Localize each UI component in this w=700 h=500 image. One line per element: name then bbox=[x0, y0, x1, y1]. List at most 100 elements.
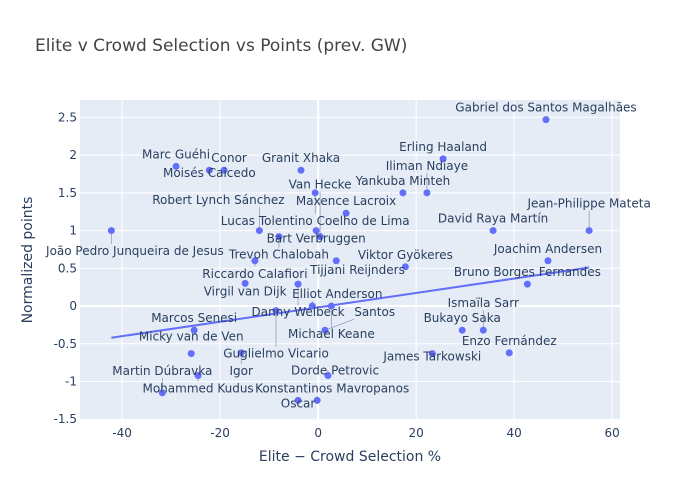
point-label: Riccardo Calafiori bbox=[202, 267, 307, 281]
point-label: Erling Haaland bbox=[399, 140, 487, 154]
data-point bbox=[544, 257, 552, 265]
data-point bbox=[190, 326, 198, 334]
point-label: João Pedro Junqueira de Jesus bbox=[45, 244, 224, 258]
data-point bbox=[297, 166, 305, 174]
data-point bbox=[311, 189, 319, 197]
data-point bbox=[423, 189, 431, 197]
x-tick-label: 40 bbox=[507, 426, 522, 440]
point-label: Konstantinos Mavropanos bbox=[255, 381, 409, 395]
point-label: Gabriel dos Santos Magalhães bbox=[455, 101, 636, 115]
point-label: Guglielmo Vicario bbox=[223, 347, 329, 361]
points-group: Gabriel dos Santos Magalhães Erling Haala… bbox=[45, 101, 651, 411]
y-tick-label: -0.5 bbox=[54, 337, 77, 351]
data-point bbox=[523, 280, 531, 288]
point-label: Mohammed Kudus bbox=[142, 381, 253, 395]
data-point bbox=[294, 396, 302, 404]
point-label: Iliman Ndiaye bbox=[386, 159, 468, 173]
data-point bbox=[158, 389, 166, 397]
point-label: David Raya Martín bbox=[438, 212, 548, 226]
point-label: Bruno Borges Fernandes bbox=[454, 265, 601, 279]
point-label: Ismaïla Sarr bbox=[448, 296, 519, 310]
point-label: Jean-Philippe Mateta bbox=[526, 197, 650, 211]
x-axis-label: Elite − Crowd Selection % bbox=[259, 449, 441, 465]
x-tick-label: 20 bbox=[409, 426, 424, 440]
data-point bbox=[316, 233, 324, 241]
data-point bbox=[327, 302, 335, 310]
point-label: Joachim Andersen bbox=[493, 242, 602, 256]
data-point bbox=[505, 349, 513, 357]
data-point bbox=[332, 257, 340, 265]
y-tick-label: 2 bbox=[69, 148, 77, 162]
point-label: Marcos Senesi bbox=[151, 311, 237, 325]
y-tick-label: -1.5 bbox=[54, 412, 77, 426]
data-point bbox=[194, 371, 202, 379]
data-point bbox=[172, 162, 180, 170]
data-point bbox=[489, 227, 497, 235]
data-point bbox=[241, 279, 249, 287]
y-tick-label: 1.5 bbox=[58, 186, 77, 200]
y-tick-label: 1 bbox=[69, 224, 77, 238]
data-point bbox=[324, 371, 332, 379]
data-point bbox=[205, 166, 213, 174]
data-point bbox=[237, 349, 245, 357]
data-point bbox=[251, 257, 259, 265]
y-tick-label: 0.5 bbox=[58, 261, 77, 275]
y-tick-label: 2.5 bbox=[58, 110, 77, 124]
label-leader-line bbox=[324, 318, 355, 331]
x-tick-label: -40 bbox=[112, 426, 132, 440]
point-label: Lucas Tolentino Coelho de Lima bbox=[221, 214, 410, 228]
data-point bbox=[428, 350, 436, 358]
point-label: Conor bbox=[211, 151, 247, 165]
point-label: Martin Dúbravka bbox=[112, 364, 212, 378]
data-point bbox=[308, 302, 316, 310]
data-point bbox=[220, 166, 228, 174]
point-label: Granit Xhaka bbox=[262, 151, 340, 165]
data-point bbox=[321, 326, 329, 334]
data-point bbox=[255, 227, 263, 235]
data-point bbox=[342, 209, 350, 217]
x-tick-label: 60 bbox=[605, 426, 620, 440]
chart-title: Elite v Crowd Selection vs Points (prev.… bbox=[35, 36, 407, 56]
trendline bbox=[111, 266, 590, 339]
gridlines bbox=[80, 100, 620, 420]
y-tick-label: 0 bbox=[69, 299, 77, 313]
data-point bbox=[439, 155, 447, 163]
y-tick-label: -1 bbox=[65, 375, 77, 389]
plot-background bbox=[80, 100, 620, 420]
data-point bbox=[458, 326, 466, 334]
point-label: Tijjani Reijnders bbox=[309, 263, 405, 277]
point-label: Oscar bbox=[281, 396, 316, 410]
point-label: Yankuba Minteh bbox=[355, 174, 451, 188]
point-label: Danny Welbeck bbox=[251, 305, 344, 319]
point-label: Santos bbox=[354, 305, 395, 319]
data-point bbox=[313, 396, 321, 404]
data-point bbox=[187, 350, 195, 358]
point-label: Dorde Petrovic bbox=[291, 364, 379, 378]
point-label: Elliot Anderson bbox=[292, 287, 382, 301]
data-point bbox=[294, 280, 302, 288]
point-label: Bukayo Saka bbox=[424, 311, 501, 325]
point-label: Enzo Fernández bbox=[462, 334, 557, 348]
data-point bbox=[275, 233, 283, 241]
point-label: James Tarkowski bbox=[382, 350, 481, 364]
point-label: Bart Verbruggen bbox=[267, 232, 366, 246]
point-label: Michael Keane bbox=[288, 327, 375, 341]
data-point bbox=[401, 263, 409, 271]
point-label: Trevoh Chalobah bbox=[228, 248, 329, 262]
point-label: Viktor Gyökeres bbox=[358, 248, 453, 262]
point-label: Micky van de Ven bbox=[139, 330, 244, 344]
point-label: Robert Lynch Sánchez bbox=[152, 193, 284, 207]
point-label: Virgil van Dijk bbox=[204, 284, 287, 298]
data-point bbox=[272, 307, 280, 315]
point-label: Igor bbox=[229, 364, 252, 378]
point-label: Marc Guéhi bbox=[142, 147, 210, 161]
trendline-group bbox=[111, 266, 590, 339]
data-point bbox=[312, 227, 320, 235]
data-point bbox=[399, 189, 407, 197]
x-tick-label: 0 bbox=[314, 426, 322, 440]
data-point bbox=[542, 116, 550, 124]
tick-labels: -40 -20 0 20 40 60 -1.5 -1 -0.5 0 0.5 1 1.5 2 2.5 bbox=[54, 110, 620, 440]
point-label: Van Hecke bbox=[289, 178, 352, 192]
y-axis-label: Normalized points bbox=[20, 197, 36, 324]
